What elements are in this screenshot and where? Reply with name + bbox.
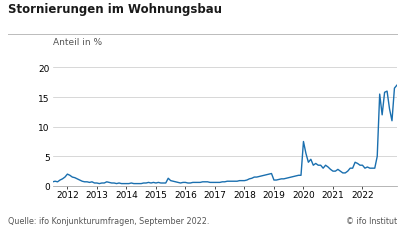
Text: Anteil in %: Anteil in % [53, 37, 102, 46]
Text: Quelle: ifo Konjunkturumfragen, September 2022.: Quelle: ifo Konjunkturumfragen, Septembe… [8, 216, 209, 225]
Text: © ifo Institut: © ifo Institut [346, 216, 397, 225]
Text: Stornierungen im Wohnungsbau: Stornierungen im Wohnungsbau [8, 3, 222, 16]
